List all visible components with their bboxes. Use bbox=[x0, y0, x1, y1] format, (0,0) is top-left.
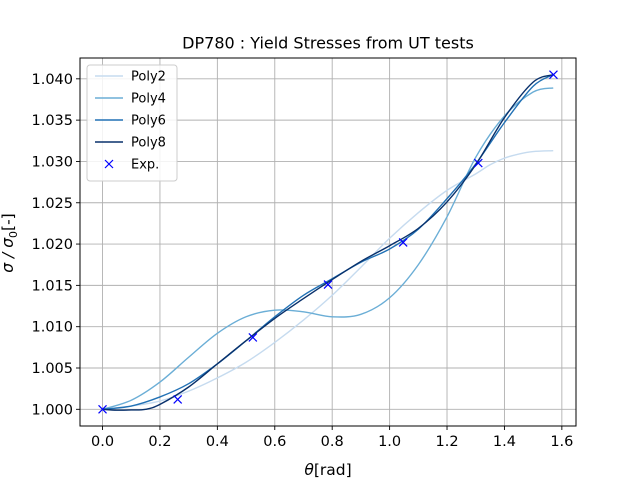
x-tick-label: 0.4 bbox=[206, 434, 229, 450]
legend-item-poly2: Poly2 bbox=[95, 70, 166, 85]
data-point-exp bbox=[398, 237, 408, 247]
y-axis-label-prefix: σ / σ bbox=[0, 237, 17, 273]
x-axis-label: θ[rad] bbox=[304, 461, 351, 479]
legend-item-poly4: Poly4 bbox=[95, 92, 166, 107]
y-axis-label-sub: 0 bbox=[7, 231, 20, 238]
y-tick-label: 1.025 bbox=[31, 196, 73, 212]
x-axis-label-suffix: [rad] bbox=[314, 461, 352, 479]
y-tick-label: 1.010 bbox=[31, 320, 73, 336]
y-tick-label: 1.015 bbox=[31, 278, 73, 294]
x-tick-label: 0.0 bbox=[91, 434, 114, 450]
data-point-exp bbox=[549, 70, 558, 80]
legend-label: Poly2 bbox=[131, 70, 166, 85]
x-tick-label: 1.2 bbox=[435, 434, 458, 450]
data-point-exp bbox=[98, 404, 107, 414]
legend-box bbox=[86, 64, 178, 182]
y-tick-label: 1.020 bbox=[31, 237, 73, 253]
y-axis-label: σ / σ0[-] bbox=[0, 213, 20, 272]
series-line-poly8 bbox=[102, 74, 554, 411]
legend-label: Exp. bbox=[131, 158, 159, 173]
y-tick-label: 1.000 bbox=[31, 402, 73, 418]
grid bbox=[80, 58, 576, 426]
y-tick-label: 1.035 bbox=[31, 113, 73, 129]
x-tick-label: 1.6 bbox=[550, 434, 573, 450]
legend-item-exp: Exp. bbox=[104, 158, 159, 173]
x-tick-label: 1.0 bbox=[378, 434, 401, 450]
data-point-exp bbox=[248, 333, 258, 342]
y-tick-label: 1.005 bbox=[31, 361, 73, 377]
y-tick-label: 1.030 bbox=[31, 154, 73, 170]
legend-swatch bbox=[104, 159, 114, 169]
legend-label: Poly6 bbox=[131, 114, 166, 129]
x-tick-label: 0.8 bbox=[321, 434, 344, 450]
axes-frame bbox=[79, 57, 577, 427]
data-point-exp bbox=[173, 394, 183, 404]
chart-title: DP780 : Yield Stresses from UT tests bbox=[182, 34, 474, 53]
series-line-poly2 bbox=[102, 150, 554, 411]
legend-item-poly6: Poly6 bbox=[95, 114, 166, 129]
legend-label: Poly8 bbox=[131, 136, 166, 151]
y-axis-label-suffix: [-] bbox=[0, 213, 17, 231]
data-point-exp bbox=[323, 280, 333, 289]
x-tick-label: 0.2 bbox=[148, 434, 171, 450]
y-tick-label: 1.040 bbox=[31, 72, 73, 88]
x-axis-label-symbol: θ bbox=[304, 461, 314, 479]
legend-item-poly8: Poly8 bbox=[95, 136, 166, 151]
legend-label: Poly4 bbox=[131, 92, 166, 107]
x-tick-label: 0.6 bbox=[263, 434, 286, 450]
series-line-poly4 bbox=[102, 87, 554, 410]
series-layer bbox=[98, 70, 558, 414]
data-point-exp bbox=[473, 158, 483, 168]
legend: Poly2 Poly4 Poly6 Poly8 Exp. bbox=[86, 64, 178, 182]
ticks: 0.0 0.2 0.4 0.6 0.8 1.0 1.2 1.4 1.6 1.000 1.005 1.0… bbox=[31, 72, 573, 450]
x-tick-label: 1.4 bbox=[493, 434, 516, 450]
